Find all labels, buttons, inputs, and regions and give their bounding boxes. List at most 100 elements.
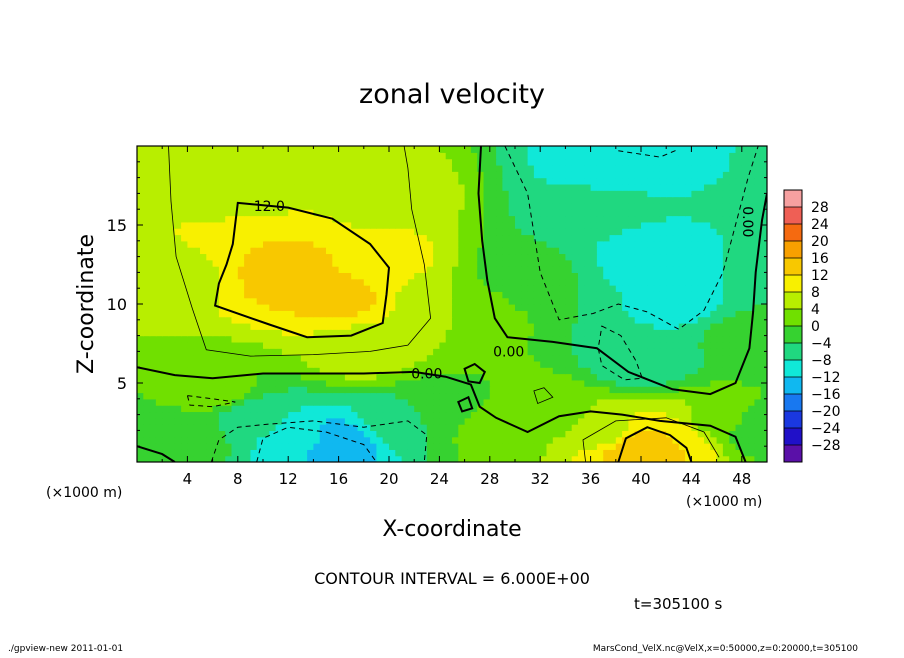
- field-cell: [407, 443, 415, 450]
- field-cell: [407, 348, 415, 356]
- field-cell: [426, 247, 434, 255]
- field-cell: [263, 247, 270, 255]
- field-cell: [634, 310, 642, 318]
- field-cell: [502, 209, 510, 217]
- field-cell: [496, 171, 503, 179]
- field-cell: [729, 297, 737, 305]
- field-cell: [521, 449, 529, 457]
- field-cell: [143, 278, 151, 286]
- field-cell: [218, 417, 226, 425]
- field-cell: [250, 202, 258, 210]
- field-cell: [275, 272, 283, 280]
- field-cell: [338, 436, 346, 444]
- field-cell: [332, 297, 340, 305]
- field-cell: [326, 329, 333, 337]
- field-cell: [515, 190, 522, 198]
- field-cell: [533, 228, 541, 236]
- field-cell: [149, 259, 157, 267]
- field-cell: [590, 386, 598, 394]
- field-cell: [200, 379, 207, 387]
- field-cell: [458, 367, 466, 375]
- field-cell: [376, 304, 384, 311]
- field-cell: [515, 272, 522, 280]
- field-cell: [508, 424, 516, 431]
- field-cell: [445, 164, 453, 172]
- field-cell: [445, 202, 453, 210]
- field-cell: [458, 449, 466, 457]
- field-cell: [515, 341, 522, 349]
- field-cell: [244, 278, 251, 286]
- field-cell: [382, 304, 390, 311]
- field-cell: [735, 259, 743, 267]
- field-cell: [628, 316, 636, 324]
- field-cell: [137, 291, 144, 299]
- field-cell: [357, 190, 365, 198]
- field-cell: [193, 354, 201, 362]
- field-cell: [382, 335, 390, 343]
- field-cell: [760, 285, 767, 292]
- field-cell: [691, 405, 699, 413]
- field-cell: [697, 152, 705, 160]
- field-cell: [483, 310, 491, 318]
- field-cell: [439, 183, 447, 191]
- field-cell: [559, 373, 566, 381]
- field-cell: [458, 424, 466, 431]
- field-cell: [672, 240, 680, 248]
- field-cell: [521, 398, 529, 406]
- field-cell: [653, 316, 661, 324]
- field-cell: [546, 341, 554, 349]
- field-cell: [401, 455, 409, 462]
- field-cell: [319, 221, 327, 229]
- field-cell: [389, 449, 396, 457]
- field-cell: [193, 379, 201, 387]
- field-cell: [584, 373, 592, 381]
- field-cell: [338, 373, 346, 381]
- field-cell: [357, 215, 365, 223]
- field-cell: [489, 329, 497, 337]
- field-cell: [218, 202, 226, 210]
- field-cell: [691, 164, 699, 172]
- field-cell: [735, 152, 743, 160]
- field-cell: [344, 272, 352, 280]
- field-cell: [735, 285, 743, 292]
- field-cell: [200, 177, 207, 185]
- field-cell: [407, 417, 415, 425]
- field-cell: [288, 297, 296, 305]
- field-cell: [401, 373, 409, 381]
- field-cell: [250, 278, 258, 286]
- field-cell: [294, 209, 302, 217]
- field-cell: [653, 209, 661, 217]
- field-cell: [540, 322, 548, 330]
- field-cell: [269, 310, 277, 318]
- field-cell: [659, 259, 667, 267]
- field-cell: [515, 209, 522, 217]
- field-cell: [168, 348, 176, 356]
- field-cell: [552, 398, 560, 406]
- field-cell: [382, 411, 390, 419]
- field-cell: [666, 424, 674, 431]
- field-cell: [174, 449, 182, 457]
- field-cell: [496, 411, 503, 419]
- field-cell: [666, 379, 674, 387]
- field-cell: [212, 164, 220, 172]
- field-cell: [496, 253, 503, 261]
- field-cell: [666, 341, 674, 349]
- field-cell: [313, 297, 321, 305]
- field-cell: [389, 209, 396, 217]
- field-cell: [729, 392, 737, 400]
- field-cell: [653, 177, 661, 185]
- field-cell: [313, 310, 321, 318]
- field-cell: [704, 272, 711, 280]
- field-cell: [741, 228, 749, 236]
- field-cell: [395, 240, 403, 248]
- field-cell: [634, 304, 642, 311]
- field-cell: [357, 240, 365, 248]
- field-cell: [634, 443, 642, 450]
- field-cell: [382, 253, 390, 261]
- field-cell: [716, 455, 724, 462]
- field-cell: [489, 146, 497, 153]
- field-cell: [521, 424, 529, 431]
- field-cell: [685, 443, 692, 450]
- field-cell: [716, 247, 724, 255]
- field-cell: [533, 310, 541, 318]
